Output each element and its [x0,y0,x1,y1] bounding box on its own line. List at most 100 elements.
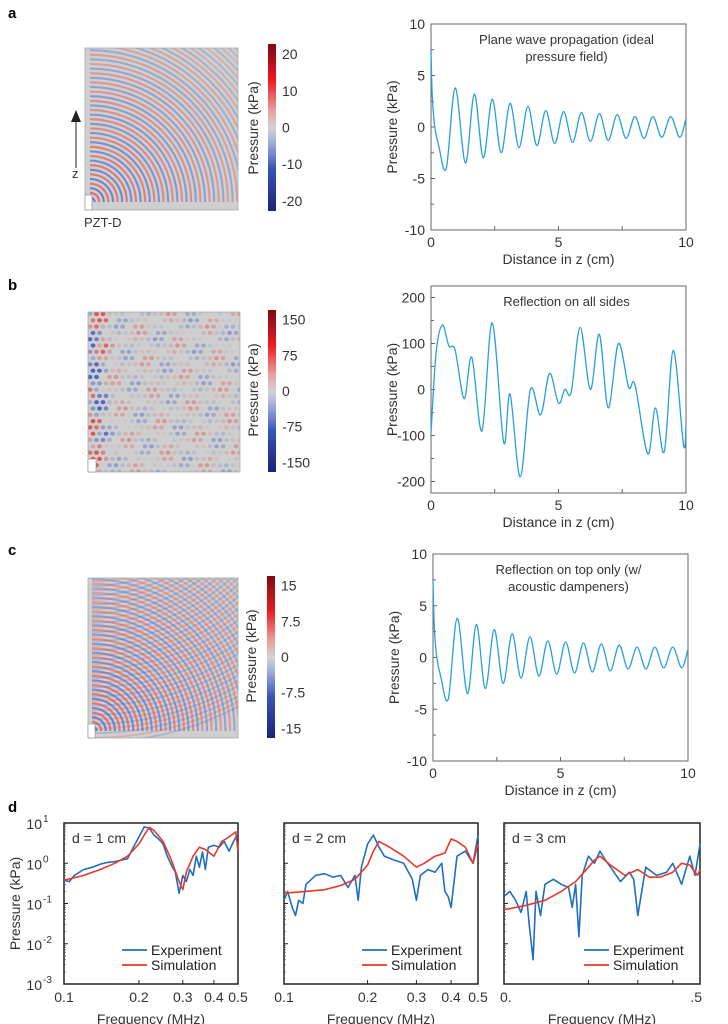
reflected-wave-arc [91,578,204,615]
field-cell [130,457,135,461]
field-cell [220,356,226,361]
field-cell [129,431,135,436]
chart-annotation: d = 2 cm [292,830,346,846]
field-cell [107,387,112,392]
wave-front-arc [91,582,238,727]
field-cell [175,419,180,424]
field-cell [110,356,115,361]
field-cell [159,374,164,380]
wave-front-arc [91,587,236,732]
field-cell [165,412,171,417]
x-axis-label: Distance in z (cm) [502,514,614,530]
field-cell [146,324,151,329]
wave-front-arc [89,182,110,203]
field-cell [88,425,93,430]
wave-front-arc [91,674,149,732]
field-cell [207,456,213,461]
wave-front-arc [215,578,238,600]
field-cell [165,349,171,354]
field-cell [94,387,99,392]
field-cell [172,463,177,468]
wave-front-arc [89,150,142,203]
field-cell [110,456,115,461]
colorbar-tick-label: -150 [282,454,310,470]
field-cell [168,444,174,449]
field-cell [162,368,167,373]
field-cell [162,394,167,398]
field-cell [129,406,135,411]
field-cell [155,356,161,361]
field-cell [107,312,112,317]
field-cell [126,337,132,342]
field-cell [198,400,203,405]
reflected-wave-arc [91,583,238,643]
field-cell [97,356,102,361]
field-cell [120,425,125,429]
field-cell [107,400,112,405]
field-cell [237,362,240,367]
y-axis-label: Pressure (kPa) [7,857,23,950]
field-cell [116,330,122,335]
colorbar-tick-label: 20 [282,46,298,62]
field-cell [155,419,161,424]
source-label: PZT-D [84,215,122,230]
field-cell [178,337,184,342]
x-tick-label: 5 [555,234,563,250]
field-cell [198,337,203,342]
field-cell [207,469,213,472]
field-cell [178,324,184,329]
field-cell [230,400,236,405]
wave-front-arc [89,164,128,203]
field-cell [94,412,99,417]
field-cell [129,469,135,472]
field-border [84,47,239,211]
field-cell [90,393,96,398]
field-cell [88,412,93,417]
field-cell [123,456,128,461]
y-tick-label: 10 [411,546,427,562]
field-cell [97,456,102,461]
colorbar-label: Pressure (kPa) [243,609,259,702]
field-cell [94,437,99,443]
field-cell [139,362,145,367]
field-cell [234,432,239,436]
field-map-a [84,47,239,211]
wave-front-arc [89,90,202,203]
field-cell [168,419,174,424]
reflected-wave-arc [91,668,238,712]
chart-annotation: pressure field) [525,49,607,64]
y-tick-label: 10 [26,856,42,872]
field-cell [172,400,177,405]
reflected-wave-arc [91,578,212,620]
field-cell [136,330,141,335]
x-tick-label: 0.3 [173,989,193,1005]
wave-front-arc [179,48,238,103]
field-cell [133,412,138,417]
field-cell [188,318,193,323]
wave-front-arc [89,95,197,203]
field-cell [139,374,145,380]
wave-front-arc [89,113,179,203]
field-cell [191,387,197,392]
field-cell [178,425,184,430]
field-cell [168,318,174,323]
field-cell [159,463,164,468]
x-tick-label: 0.5 [468,989,488,1005]
field-cell [100,412,106,417]
wave-front-arc [110,48,238,155]
field-cell [104,331,109,335]
colorbar-tick-label: 15 [281,578,297,594]
field-cell [149,331,154,335]
field-cell [188,331,193,335]
field-cell [214,406,219,411]
field-cell [214,393,219,398]
reflected-wave-arc [91,690,238,730]
reflected-wave-arc [91,652,238,698]
chart-annotation: Reflection on all sides [503,294,630,309]
field-cell [146,362,151,367]
field-cell [94,374,99,380]
field-cell [123,444,128,449]
field-cell [201,419,206,424]
field-cell [152,337,158,342]
